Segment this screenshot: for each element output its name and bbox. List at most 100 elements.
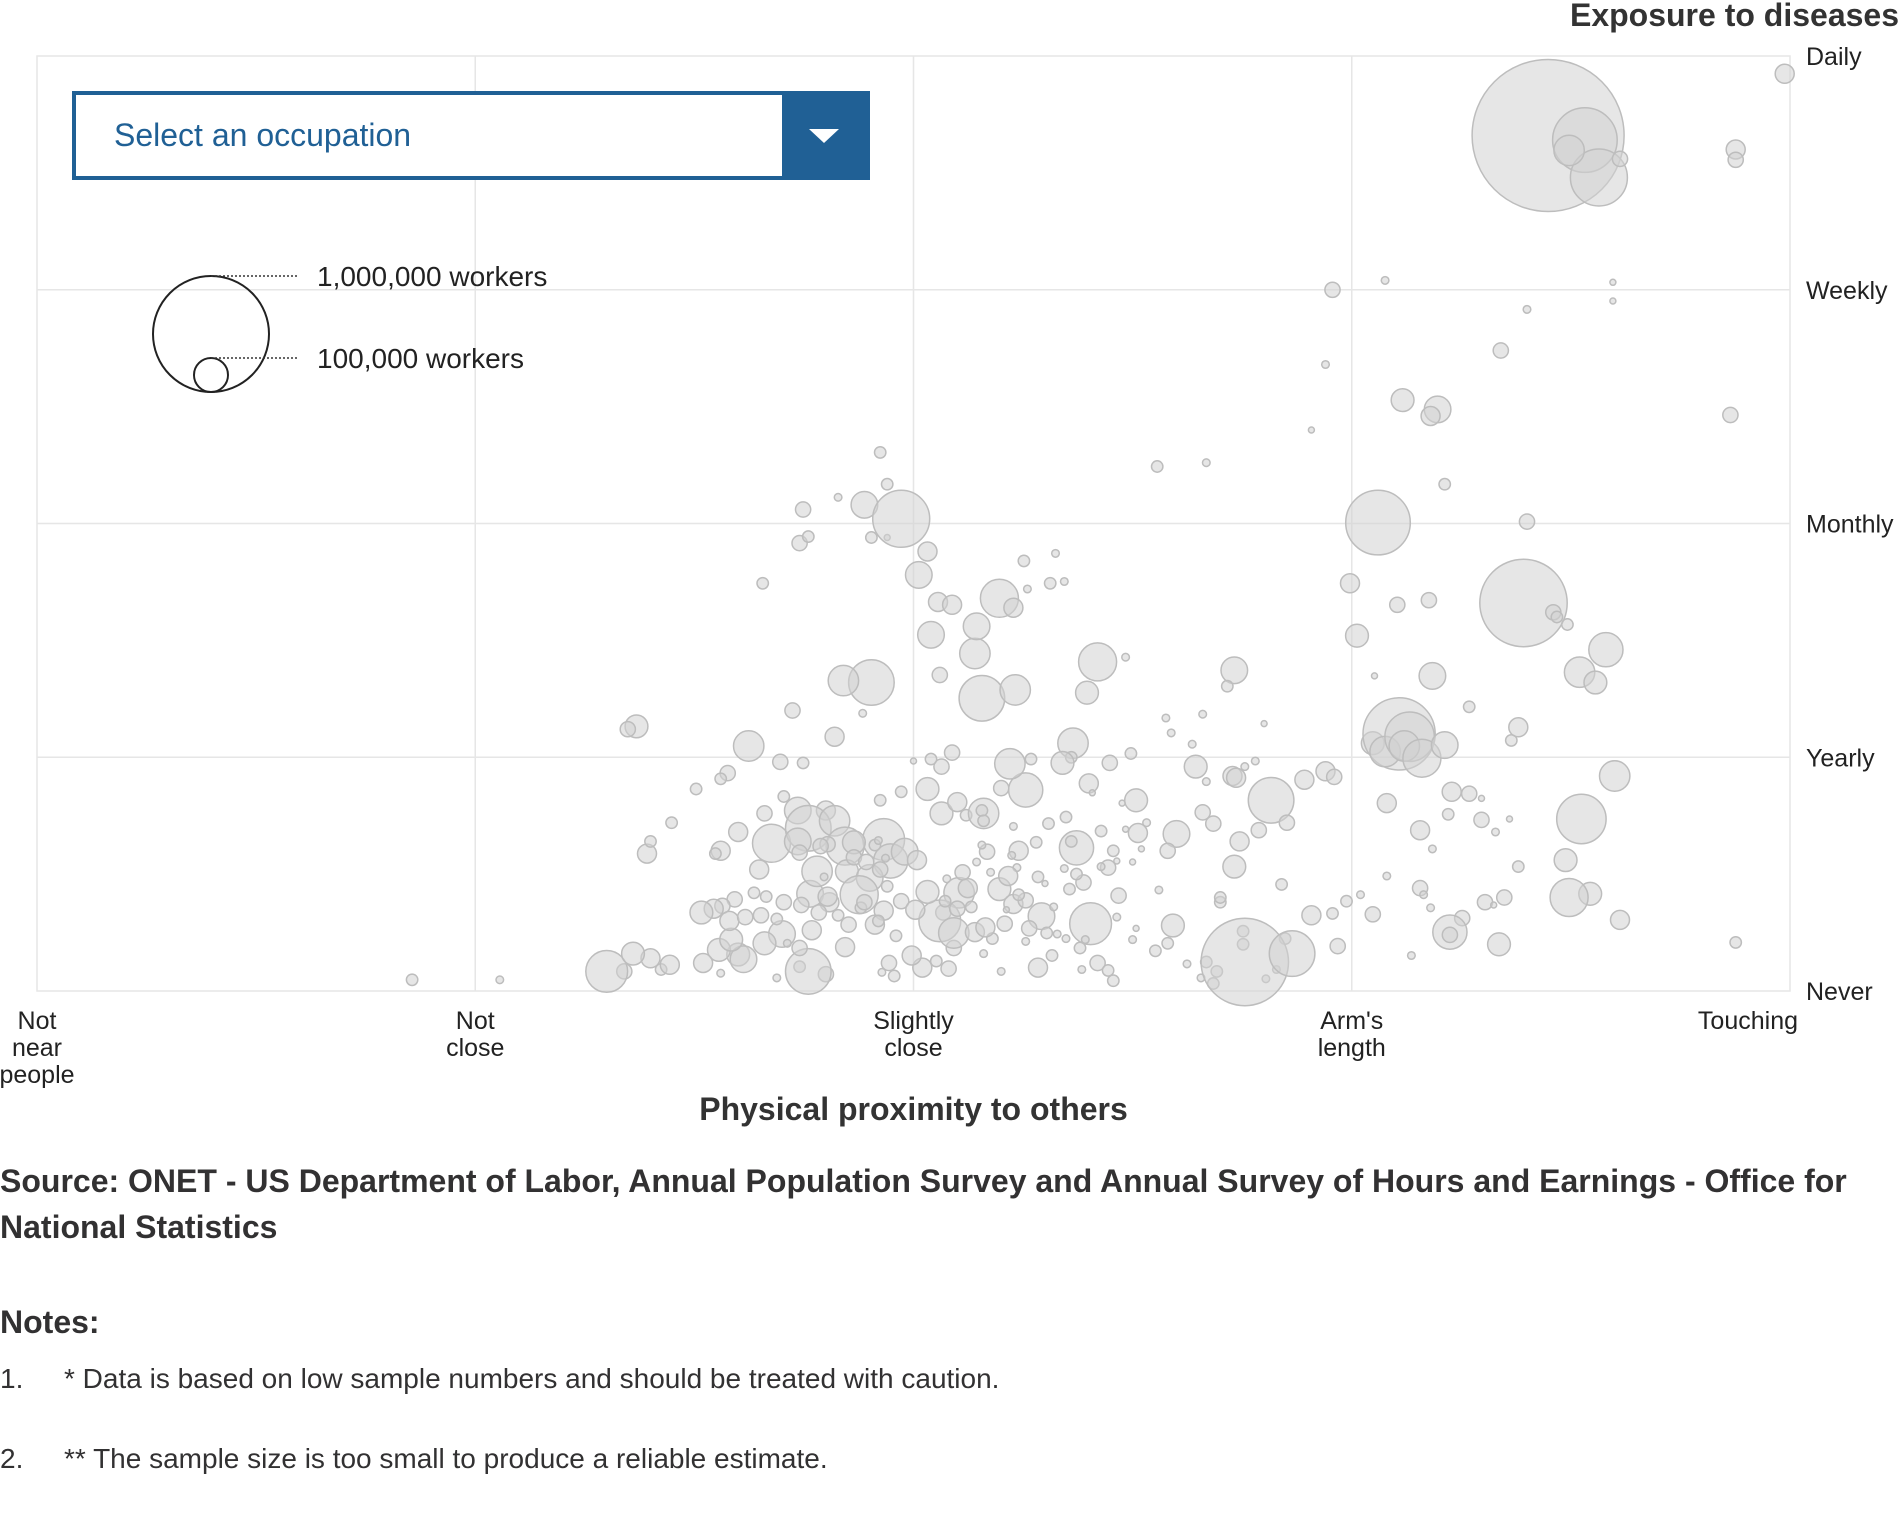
- occupation-bubble[interactable]: [997, 865, 1019, 887]
- occupation-bubble[interactable]: [1370, 672, 1379, 680]
- occupation-bubble[interactable]: [810, 904, 828, 921]
- occupation-bubble[interactable]: [782, 938, 792, 948]
- occupation-bubble[interactable]: [1438, 477, 1452, 491]
- occupation-bubble[interactable]: [1598, 760, 1631, 792]
- occupation-bubble[interactable]: [1225, 767, 1247, 789]
- occupation-bubble[interactable]: [1260, 719, 1268, 728]
- occupation-bubble[interactable]: [1007, 850, 1017, 860]
- occupation-bubble[interactable]: [1419, 890, 1429, 900]
- occupation-bubble[interactable]: [1123, 788, 1149, 813]
- occupation-bubble[interactable]: [405, 973, 419, 987]
- occupation-bubble[interactable]: [1390, 387, 1415, 413]
- occupation-bubble[interactable]: [784, 702, 801, 719]
- occupation-bubble[interactable]: [880, 954, 898, 972]
- occupation-bubble[interactable]: [1406, 950, 1416, 961]
- occupation-bubble[interactable]: [1220, 656, 1249, 685]
- occupation-bubble[interactable]: [1064, 834, 1078, 848]
- occupation-bubble[interactable]: [958, 674, 1006, 722]
- occupation-bubble[interactable]: [915, 879, 940, 905]
- occupation-bubble[interactable]: [1068, 902, 1113, 946]
- occupation-bubble[interactable]: [585, 949, 629, 994]
- occupation-bubble[interactable]: [979, 949, 989, 959]
- occupation-bubble[interactable]: [732, 730, 765, 762]
- occupation-bubble[interactable]: [1128, 858, 1137, 866]
- occupation-bubble[interactable]: [796, 756, 810, 770]
- occupation-bubble[interactable]: [756, 805, 773, 822]
- occupation-bubble[interactable]: [1183, 754, 1208, 779]
- occupation-bubble[interactable]: [938, 894, 952, 908]
- occupation-bubble[interactable]: [1042, 817, 1055, 831]
- occupation-bubble[interactable]: [1059, 810, 1073, 824]
- occupation-bubble[interactable]: [1222, 854, 1247, 879]
- occupation-bubble[interactable]: [857, 853, 875, 871]
- occupation-bubble[interactable]: [1549, 877, 1589, 918]
- occupation-bubble[interactable]: [1112, 912, 1122, 922]
- occupation-bubble[interactable]: [1518, 513, 1536, 530]
- occupation-bubble[interactable]: [495, 975, 505, 985]
- occupation-bubble[interactable]: [864, 531, 878, 544]
- occupation-bubble[interactable]: [986, 867, 996, 877]
- occupation-bubble[interactable]: [1420, 591, 1438, 609]
- occupation-bubble[interactable]: [1148, 944, 1162, 958]
- occupation-bubble[interactable]: [1094, 824, 1108, 838]
- occupation-bubble[interactable]: [1486, 932, 1512, 957]
- occupation-bubble[interactable]: [1229, 831, 1250, 852]
- occupation-bubble[interactable]: [880, 853, 891, 863]
- occupation-bubble[interactable]: [1142, 818, 1152, 828]
- occupation-bubble[interactable]: [1007, 772, 1044, 808]
- occupation-bubble[interactable]: [906, 849, 928, 871]
- occupation-bubble[interactable]: [1426, 903, 1436, 913]
- occupation-bubble[interactable]: [719, 910, 740, 932]
- occupation-bubble[interactable]: [892, 892, 910, 910]
- occupation-bubble[interactable]: [871, 914, 885, 928]
- occupation-bubble[interactable]: [1024, 752, 1038, 766]
- occupation-bubble[interactable]: [1049, 902, 1059, 912]
- occupation-bubble[interactable]: [1250, 821, 1268, 839]
- occupation-bubble[interactable]: [817, 886, 838, 907]
- occupation-bubble[interactable]: [714, 772, 728, 786]
- occupation-bubble[interactable]: [1420, 405, 1441, 427]
- occupation-bubble[interactable]: [929, 801, 954, 826]
- occupation-bubble[interactable]: [1027, 957, 1049, 978]
- occupation-bubble[interactable]: [1268, 930, 1316, 978]
- occupation-bubble[interactable]: [1058, 830, 1095, 866]
- occupation-bubble[interactable]: [894, 785, 908, 799]
- occupation-bubble[interactable]: [992, 779, 1010, 797]
- occupation-bubble[interactable]: [644, 834, 657, 848]
- occupation-bubble[interactable]: [977, 840, 987, 850]
- occupation-bubble[interactable]: [937, 917, 970, 949]
- occupation-bubble[interactable]: [771, 753, 789, 771]
- occupation-bubble[interactable]: [1307, 426, 1316, 434]
- occupation-bubble[interactable]: [1194, 804, 1212, 821]
- occupation-bubble[interactable]: [831, 908, 845, 922]
- occupation-bubble[interactable]: [1609, 909, 1631, 931]
- occupation-bubble[interactable]: [856, 893, 873, 911]
- occupation-bubble[interactable]: [665, 816, 679, 830]
- occupation-bubble[interactable]: [708, 847, 722, 861]
- occupation-bubble[interactable]: [736, 908, 754, 926]
- occupation-bubble[interactable]: [1012, 888, 1026, 902]
- occupation-bubble[interactable]: [1376, 792, 1398, 814]
- occupation-bubble[interactable]: [1380, 275, 1390, 285]
- occupation-bubble[interactable]: [1043, 576, 1057, 590]
- occupation-bubble[interactable]: [1073, 941, 1087, 955]
- occupation-bubble[interactable]: [1427, 844, 1437, 854]
- occupation-bubble[interactable]: [999, 673, 1032, 706]
- occupation-bubble[interactable]: [1008, 821, 1018, 831]
- occupation-bubble[interactable]: [824, 726, 845, 747]
- occupation-bubble[interactable]: [1409, 819, 1431, 841]
- occupation-bubble[interactable]: [1388, 596, 1406, 614]
- occupation-bubble[interactable]: [1166, 728, 1176, 738]
- occupation-bubble[interactable]: [1124, 747, 1138, 760]
- occupation-bubble[interactable]: [909, 757, 918, 765]
- occupation-bubble[interactable]: [729, 945, 758, 974]
- occupation-bubble[interactable]: [958, 637, 991, 670]
- occupation-bubble[interactable]: [772, 973, 782, 983]
- occupation-bubble[interactable]: [1161, 936, 1175, 950]
- occupation-bubble[interactable]: [915, 776, 940, 802]
- occupation-bubble[interactable]: [1495, 889, 1513, 906]
- occupation-bubble[interactable]: [1077, 964, 1087, 975]
- occupation-bubble[interactable]: [1250, 756, 1260, 766]
- occupation-bubble[interactable]: [801, 530, 815, 544]
- occupation-bubble[interactable]: [1002, 905, 1011, 914]
